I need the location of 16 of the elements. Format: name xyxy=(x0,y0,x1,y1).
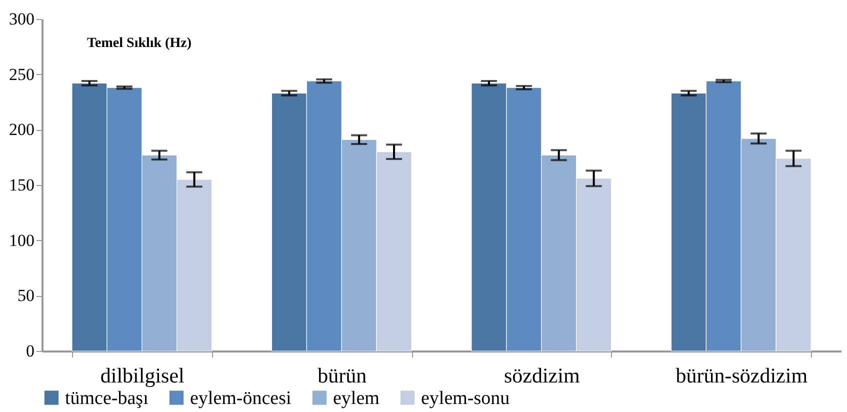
y-tick-label: 200 xyxy=(9,120,34,140)
y-tick-label: 100 xyxy=(9,230,34,250)
text: Temel Sıklık (Hz) xyxy=(87,36,192,51)
x-tick-label: dilbilgisel xyxy=(100,364,185,388)
y-tick-label: 300 xyxy=(9,10,34,28)
x-tick-label: bürün xyxy=(318,364,368,388)
legend-label: eylem xyxy=(333,388,380,409)
y-tick-label: 0 xyxy=(26,342,34,360)
y-tick-label: 150 xyxy=(9,176,34,194)
legend-label: eylem-sonu xyxy=(421,388,510,409)
x-tick-label: bürün-sözdizim xyxy=(676,364,808,388)
x-tick-label: sözdizim xyxy=(504,364,580,388)
legend-label: tümce-başı xyxy=(65,388,148,409)
legend-label: eylem-öncesi xyxy=(190,388,292,409)
y-tick-label: 50 xyxy=(18,286,34,306)
y-tick-label: 250 xyxy=(9,64,34,84)
